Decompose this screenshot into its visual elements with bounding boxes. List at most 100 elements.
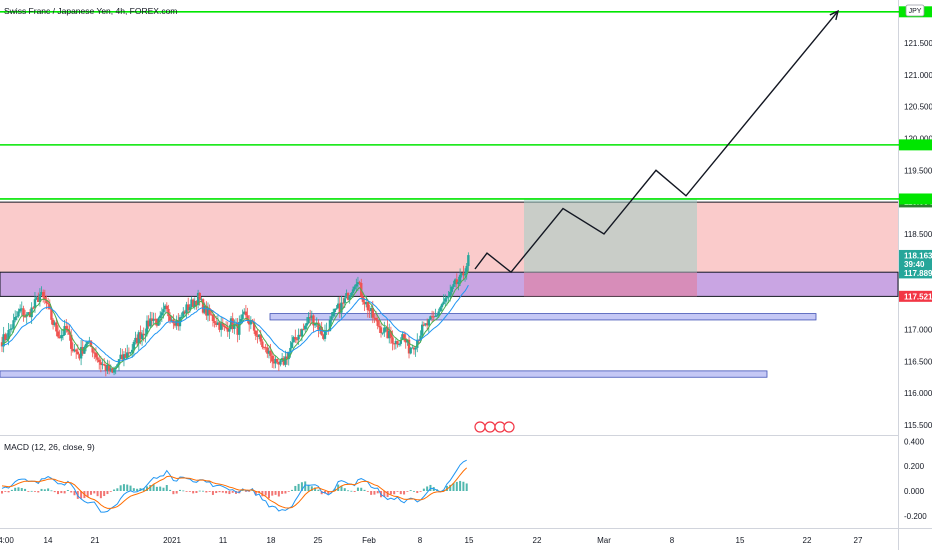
macd-histogram-bar (422, 488, 425, 491)
candle-body (353, 286, 356, 290)
candle-body (318, 326, 322, 330)
candle-body (83, 346, 86, 354)
macd-histogram-bar (99, 491, 102, 499)
candle-body (449, 291, 452, 297)
time-tick-label: 2021 (163, 536, 181, 545)
candle-body (275, 358, 279, 363)
candle-body (381, 332, 384, 334)
event-icon-1[interactable] (474, 421, 486, 433)
candle-body (383, 327, 386, 333)
candle-body (300, 329, 304, 337)
candle-body (27, 312, 30, 315)
candle-body (259, 334, 262, 342)
macd-histogram-bar (103, 491, 106, 497)
macd-histogram-bar (300, 482, 303, 491)
price-label-bg (899, 267, 932, 279)
macd-histogram-bar (465, 483, 468, 491)
event-icon-2[interactable] (484, 421, 496, 433)
candle-body (93, 352, 96, 354)
candle-body (17, 311, 20, 317)
candle-body (335, 308, 338, 310)
macd-histogram-bar (264, 491, 267, 496)
candle-body (112, 369, 116, 373)
candle-body (274, 358, 277, 364)
time-tick-label: 15 (736, 536, 745, 545)
events-icons[interactable] (474, 421, 515, 433)
candle-body (430, 316, 434, 318)
macd-histogram-bar (96, 491, 99, 497)
candle-body (373, 317, 376, 319)
candle-body (323, 330, 327, 339)
macd-histogram-bar (419, 491, 422, 492)
candle-body (216, 322, 220, 325)
candle-body (422, 324, 426, 326)
projection-arrow-head (829, 9, 840, 21)
candle-body (284, 356, 287, 365)
candle-body (304, 325, 307, 330)
candle-body (289, 347, 292, 352)
candle-body (98, 359, 101, 363)
candle-body (145, 320, 149, 335)
macd-histogram-bar (261, 491, 264, 497)
macd-histogram-bar (347, 490, 350, 492)
macd-histogram-bar (393, 491, 396, 495)
time-tick-label: 21 (91, 536, 100, 545)
candle-body (389, 330, 393, 338)
macd-histogram-bar (4, 491, 7, 492)
time-tick-label: 22 (803, 536, 812, 545)
currency-badge-text: JPY (909, 8, 922, 15)
candle-body (336, 303, 340, 309)
candle-body (46, 303, 50, 305)
macd-histogram-bar (33, 491, 36, 492)
candle-body (379, 327, 383, 333)
candle-body (388, 330, 391, 339)
candle-body (84, 344, 88, 347)
macd-histogram-bar (304, 481, 307, 491)
candle-body (99, 362, 103, 365)
candle-body (247, 320, 251, 325)
candle-body (35, 297, 38, 300)
candle-body (162, 309, 165, 313)
candle-body (414, 347, 417, 350)
macd-histogram-bar (343, 488, 346, 491)
macd-histogram-bar (396, 491, 399, 492)
macd-histogram-bar (360, 487, 363, 491)
candle-body (453, 279, 457, 285)
candle-body (310, 315, 314, 319)
candle-body (305, 323, 309, 326)
candle-body (2, 334, 5, 347)
event-icon-4[interactable] (503, 421, 515, 433)
macd-histogram-bar (218, 491, 221, 493)
candle-body (9, 329, 12, 331)
macd-histogram-bar (445, 485, 448, 491)
candle-body (239, 318, 243, 322)
macd-histogram-bar (307, 484, 310, 491)
candle-body (43, 297, 47, 300)
macd-histogram-bar (277, 491, 280, 497)
currency-badge[interactable] (905, 4, 925, 17)
candle-body (200, 299, 203, 301)
time-tick-label: 14 (44, 536, 53, 545)
drawings-group[interactable] (474, 9, 840, 274)
candle-body (134, 337, 137, 343)
macd-histogram-bar (109, 491, 112, 492)
macd-histogram-bar (132, 488, 135, 491)
candle-body (139, 332, 142, 340)
candle-body (40, 292, 43, 295)
macd-histogram-bar (119, 485, 122, 491)
candle-body (257, 334, 261, 337)
candle-body (196, 292, 200, 305)
macd-histogram-bar (383, 491, 386, 497)
macd-histogram-bar (452, 483, 455, 491)
level-label-bg (899, 139, 932, 151)
projection-path (474, 10, 839, 274)
macd-histogram-bar (356, 487, 359, 491)
macd-histogram-bar (274, 491, 277, 495)
candle-body (343, 298, 346, 303)
ema-fast-line (1, 270, 469, 369)
price-label-bg (899, 290, 932, 302)
candle-body (152, 318, 155, 321)
position-profit-area (524, 198, 697, 273)
candle-body (144, 334, 147, 336)
